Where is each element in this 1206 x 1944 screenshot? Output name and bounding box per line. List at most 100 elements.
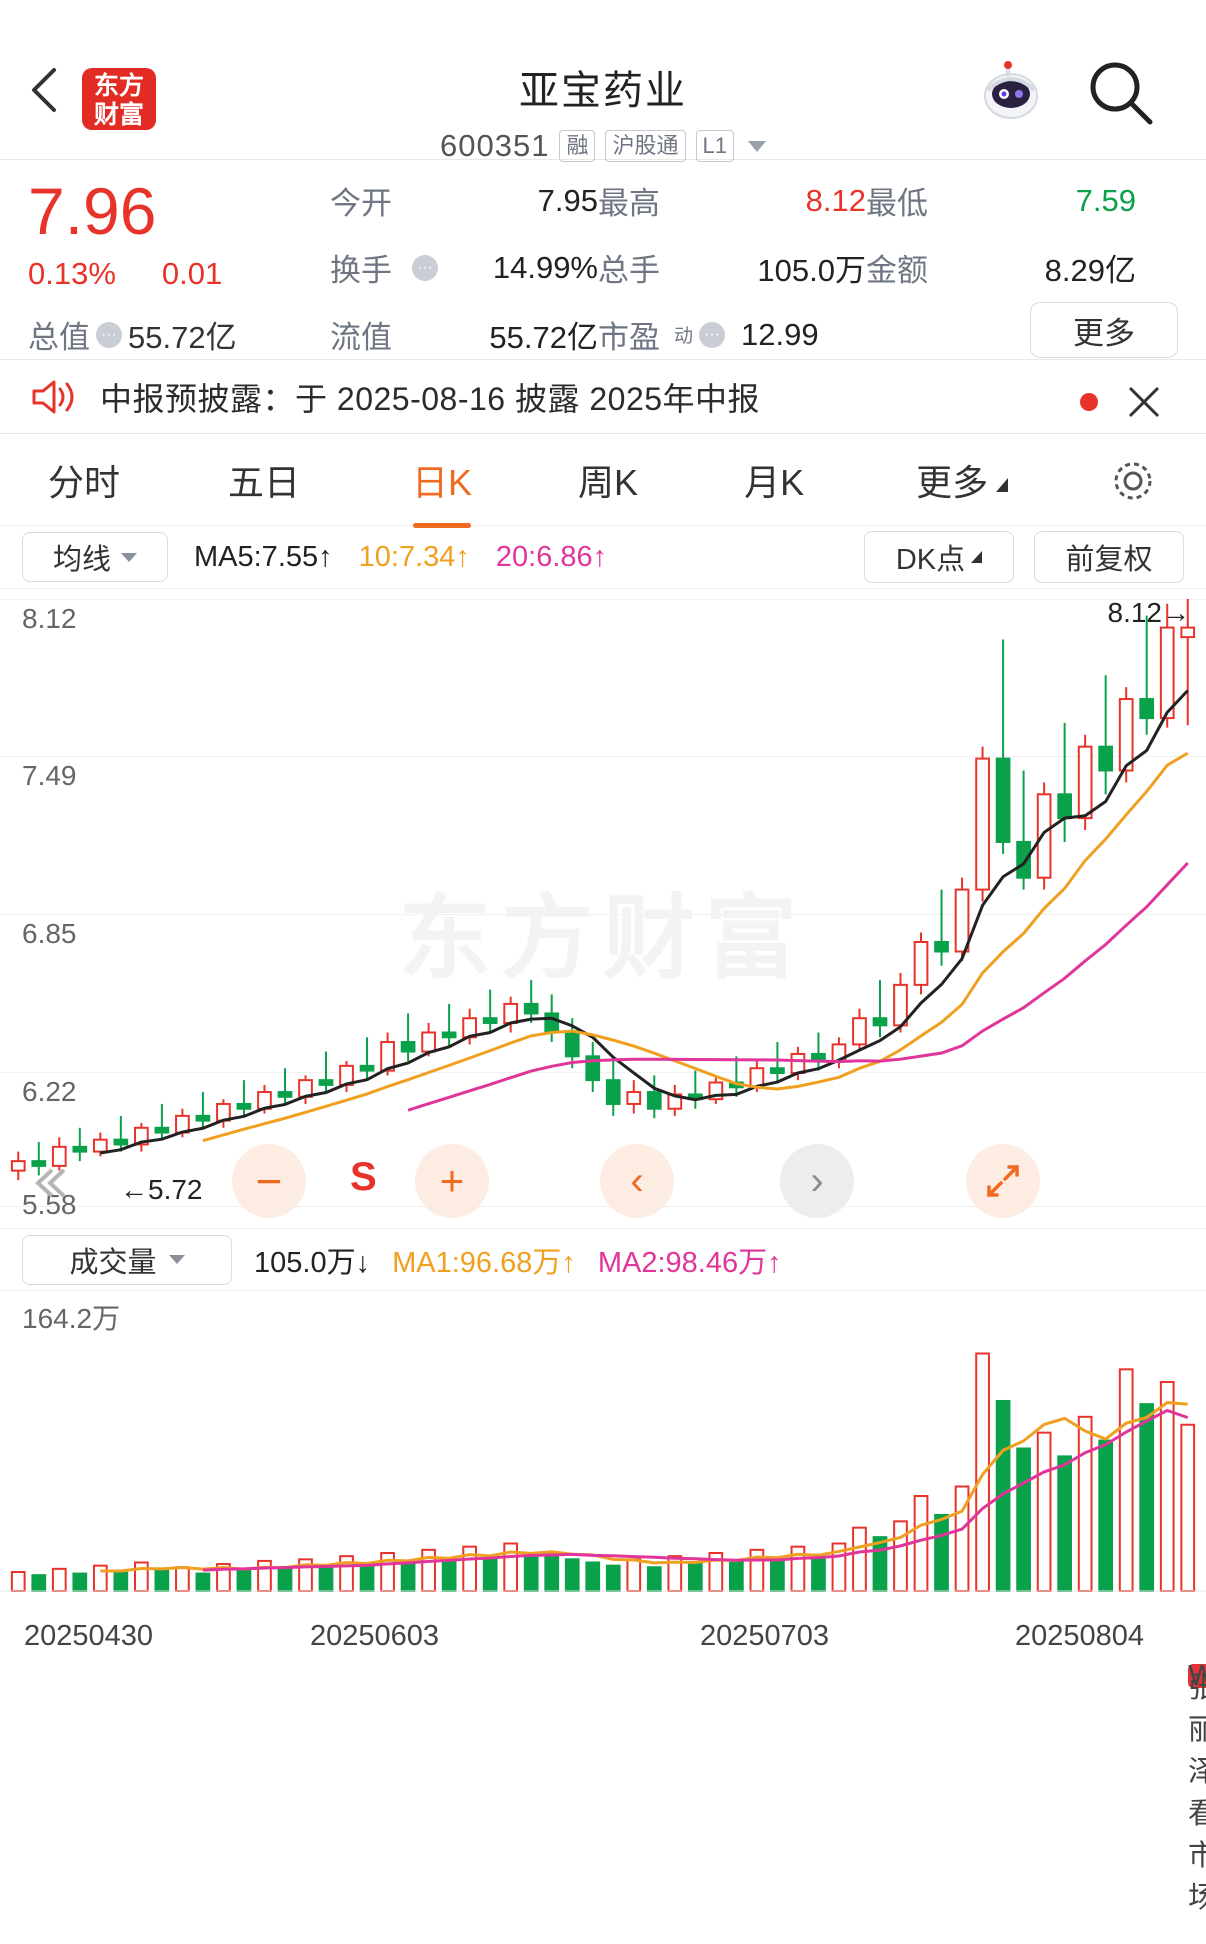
tab-more[interactable]: 更多 bbox=[906, 454, 1018, 506]
low-price-flag: ←5.72 bbox=[120, 1174, 203, 1205]
info-icon[interactable]: ··· bbox=[96, 321, 122, 348]
zoom-in-button[interactable]: + bbox=[415, 1144, 489, 1218]
y-axis-label-3: 6.22 bbox=[22, 1076, 77, 1107]
info-icon[interactable]: ··· bbox=[412, 254, 438, 281]
quote-volume: 总手 105.0万 bbox=[598, 245, 866, 290]
prev-button[interactable]: ‹ bbox=[600, 1144, 674, 1218]
date-label-0: 20250430 bbox=[24, 1620, 154, 1652]
back-button[interactable] bbox=[26, 62, 66, 118]
robot-assistant-icon[interactable] bbox=[976, 58, 1046, 128]
brand-logo: 东方 财富 bbox=[82, 68, 156, 130]
candlestick-svg bbox=[10, 599, 1196, 1181]
quote-amount-value: 8.29亿 bbox=[1044, 253, 1136, 288]
quote-high-label: 最高 bbox=[598, 186, 660, 221]
tab-monthly-k[interactable]: 月K bbox=[744, 461, 805, 503]
triangle-icon bbox=[996, 477, 1009, 492]
brand-logo-line2: 财富 bbox=[93, 100, 144, 129]
quote-panel: 7.96 0.13% 0.01 总值 ··· 55.72亿 今开 7.95 最高… bbox=[0, 160, 1206, 360]
volume-chart[interactable]: 164.2万 bbox=[0, 1290, 1206, 1610]
close-icon[interactable] bbox=[1122, 380, 1166, 424]
stock-code: 600351 bbox=[440, 128, 550, 163]
ma10-value: 10:7.34↑ bbox=[358, 540, 470, 573]
volume-svg bbox=[0, 1352, 1206, 1593]
quote-open: 今开 7.95 bbox=[330, 178, 598, 223]
search-icon[interactable] bbox=[1084, 56, 1158, 130]
quote-high-value: 8.12 bbox=[805, 182, 866, 218]
x-axis-dates: 20250430 20250603 20250703 20250804 W 张丽… bbox=[0, 1610, 1206, 1914]
brand-logo-line1: 东方 bbox=[93, 71, 144, 100]
gridline bbox=[0, 1072, 1206, 1073]
adjust-button[interactable]: 前复权 bbox=[1034, 531, 1184, 583]
quote-open-value: 7.95 bbox=[537, 182, 598, 218]
volume-toolbar: 成交量 105.0万↓ MA1:96.68万↑ MA2:98.46万↑ bbox=[0, 1228, 1206, 1290]
quote-low-value: 7.59 bbox=[1075, 182, 1136, 218]
tab-weekly-k[interactable]: 周K bbox=[578, 461, 639, 503]
next-button[interactable]: › bbox=[780, 1144, 854, 1218]
y-axis-label-1: 7.49 bbox=[22, 760, 77, 791]
chevron-down-icon bbox=[121, 552, 137, 562]
app-header: 东方 财富 亚宝药业 600351 融 沪股通 L1 bbox=[0, 0, 1206, 163]
date-label-3: 20250804 bbox=[1015, 1620, 1145, 1652]
stock-meta-row: 600351 融 沪股通 L1 bbox=[0, 128, 1206, 164]
quote-pe: 市盈 动 ··· 12.99 bbox=[598, 312, 866, 357]
gridline bbox=[0, 914, 1206, 915]
quote-high: 最高 8.12 bbox=[598, 178, 866, 223]
quote-row-1: 今开 7.95 最高 8.12 最低 7.59 bbox=[330, 178, 1176, 223]
tab-five-day[interactable]: 五日 bbox=[228, 461, 301, 503]
gridline bbox=[0, 756, 1206, 757]
price-chart[interactable]: 8.12 7.49 6.85 6.22 5.58 东方财富 8.12→ ←5.7… bbox=[0, 588, 1206, 1228]
quote-amount-label: 金额 bbox=[866, 253, 928, 288]
gridline bbox=[0, 1206, 1206, 1207]
change-percent: 0.13% bbox=[28, 256, 116, 291]
quote-open-label: 今开 bbox=[330, 186, 392, 221]
notice-bar[interactable]: 中报预披露：于 2025-08-16 披露 2025年中报 bbox=[0, 360, 1206, 434]
ma-selector[interactable]: 均线 bbox=[22, 532, 168, 582]
ma-toolbar: 均线 MA5:7.55↑ 10:7.34↑ 20:6.86↑ DK点 前复权 bbox=[0, 526, 1206, 588]
notice-status-dot bbox=[1080, 393, 1098, 411]
date-label-2: 20250703 bbox=[700, 1620, 830, 1652]
s-marker-label[interactable]: S bbox=[350, 1155, 377, 1199]
quote-volume-label: 总手 bbox=[598, 253, 660, 288]
quote-turnover: 换手 ··· 14.99% bbox=[330, 245, 598, 290]
quote-pe-label: 市盈 bbox=[598, 320, 660, 355]
chevron-down-icon[interactable] bbox=[747, 140, 766, 152]
volume-ma2: MA2:98.46万↑ bbox=[597, 1246, 782, 1279]
weibo-icon: W bbox=[1188, 1662, 1206, 1691]
title-block: 亚宝药业 600351 融 沪股通 L1 bbox=[0, 58, 1206, 164]
quote-float-label: 流值 bbox=[330, 320, 392, 355]
speaker-icon bbox=[30, 377, 76, 417]
dk-point-button[interactable]: DK点 bbox=[864, 531, 1014, 583]
info-icon[interactable]: ··· bbox=[699, 321, 726, 348]
tag-connect: 沪股通 bbox=[605, 130, 686, 162]
tab-minute[interactable]: 分时 bbox=[48, 461, 121, 503]
quote-volume-value: 105.0万 bbox=[757, 253, 866, 288]
tag-margin: 融 bbox=[559, 130, 596, 162]
volume-selector-label: 成交量 bbox=[69, 1246, 157, 1279]
gear-icon[interactable] bbox=[1108, 456, 1158, 506]
tag-level: L1 bbox=[695, 130, 734, 162]
volume-y-max-label: 164.2万 bbox=[22, 1303, 121, 1334]
ma-selector-label: 均线 bbox=[52, 544, 111, 576]
volume-selector[interactable]: 成交量 bbox=[22, 1234, 232, 1285]
gridline bbox=[0, 599, 1206, 600]
volume-current: 105.0万↓ bbox=[254, 1246, 371, 1279]
chart-watermark: 东方财富 bbox=[398, 888, 808, 990]
page-title: 亚宝药业 bbox=[519, 69, 687, 113]
change-row: 0.13% 0.01 bbox=[28, 256, 328, 292]
quote-low-label: 最低 bbox=[866, 186, 928, 221]
quote-row-3: 流值 55.72亿 市盈 动 ··· 12.99 bbox=[330, 312, 1176, 357]
collapse-handle[interactable] bbox=[18, 1152, 80, 1214]
quote-amount: 金额 8.29亿 bbox=[866, 245, 1136, 290]
y-axis-label-2: 6.85 bbox=[22, 918, 77, 949]
y-axis-label-0: 8.12 bbox=[22, 603, 77, 634]
market-cap-row: 总值 ··· 55.72亿 bbox=[28, 312, 237, 357]
more-button[interactable]: 更多 bbox=[1030, 302, 1178, 358]
quote-pe-value: 12.99 bbox=[741, 316, 819, 352]
quote-turnover-label: 换手 bbox=[330, 253, 392, 288]
tab-daily-k[interactable]: 日K bbox=[402, 454, 482, 506]
volume-ma1: MA1:96.68万↑ bbox=[392, 1246, 576, 1279]
zoom-out-button[interactable]: − bbox=[232, 1144, 306, 1218]
expand-button[interactable] bbox=[966, 1144, 1040, 1218]
quote-low: 最低 7.59 bbox=[866, 178, 1136, 223]
ma5-value: MA5:7.55↑ bbox=[194, 540, 333, 573]
